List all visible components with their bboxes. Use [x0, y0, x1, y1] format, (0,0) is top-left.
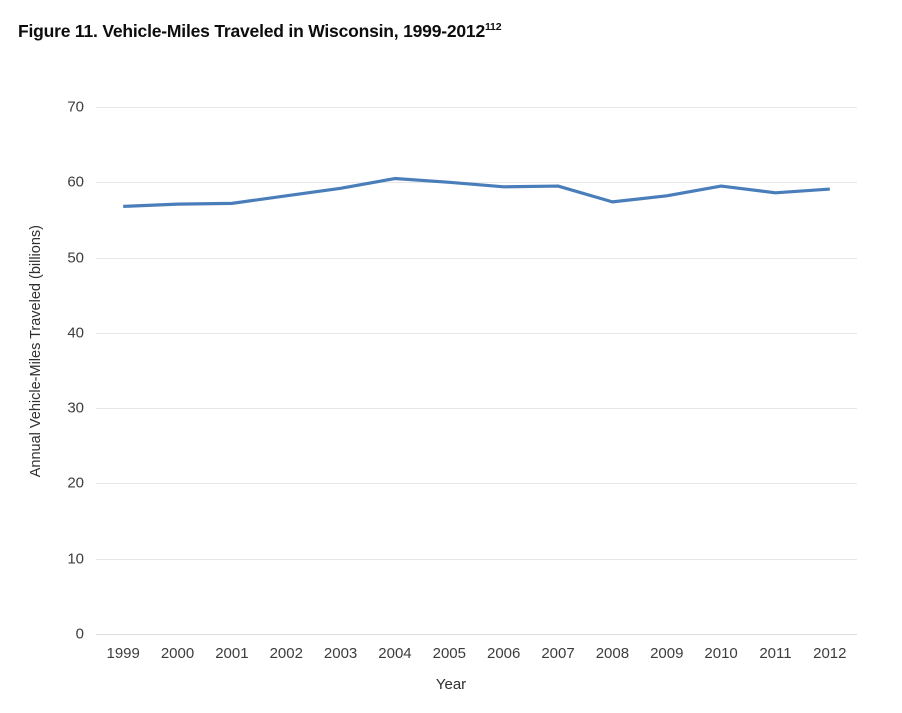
x-tick-label-2003: 2003 — [323, 645, 358, 662]
gridline-30 — [96, 408, 857, 410]
x-tick-label-2006: 2006 — [486, 645, 521, 662]
y-tick-label-70: 70 — [67, 98, 84, 116]
figure-title: Figure 11. Vehicle-Miles Traveled in Wis… — [18, 21, 502, 42]
gridline-40 — [96, 332, 857, 334]
y-tick-label-40: 40 — [67, 324, 84, 342]
gridline-50 — [96, 257, 857, 259]
figure-title-footnote-ref: 112 — [485, 21, 502, 34]
gridline-10 — [96, 558, 857, 560]
x-tick-label-2009: 2009 — [650, 645, 684, 662]
y-tick-label-30: 30 — [67, 399, 84, 417]
x-tick-label-2001: 2001 — [215, 645, 249, 662]
x-axis-title: Year — [435, 676, 467, 693]
x-tick-label-2010: 2010 — [704, 645, 738, 662]
gridline-70 — [96, 107, 857, 108]
x-tick-label-2004: 2004 — [378, 645, 412, 662]
x-tick-label-2002: 2002 — [269, 645, 303, 662]
x-tick-label-2011: 2011 — [759, 645, 792, 662]
gridline-20 — [96, 483, 857, 485]
y-tick-label-10: 10 — [67, 550, 84, 568]
y-axis-title: Annual Vehicle-Miles Traveled (billions) — [28, 225, 44, 478]
y-tick-label-0: 0 — [75, 625, 84, 643]
y-tick-label-60: 60 — [67, 173, 84, 191]
x-tick-label-1999: 1999 — [106, 645, 140, 662]
x-tick-label-2000: 2000 — [160, 645, 195, 662]
x-tick-label-2007: 2007 — [541, 645, 575, 662]
figure-title-text: Figure 11. Vehicle-Miles Traveled in Wis… — [18, 21, 485, 41]
y-tick-label-20: 20 — [67, 474, 84, 492]
y-tick-label-50: 50 — [67, 249, 84, 267]
x-tick-label-2008: 2008 — [595, 645, 630, 662]
x-tick-label-2012: 2012 — [813, 645, 847, 662]
x-tick-label-2005: 2005 — [432, 645, 466, 662]
gridline-0 — [96, 634, 857, 635]
y-axis-tick-labels: 0 10 20 30 40 50 60 70 — [0, 0, 96, 713]
